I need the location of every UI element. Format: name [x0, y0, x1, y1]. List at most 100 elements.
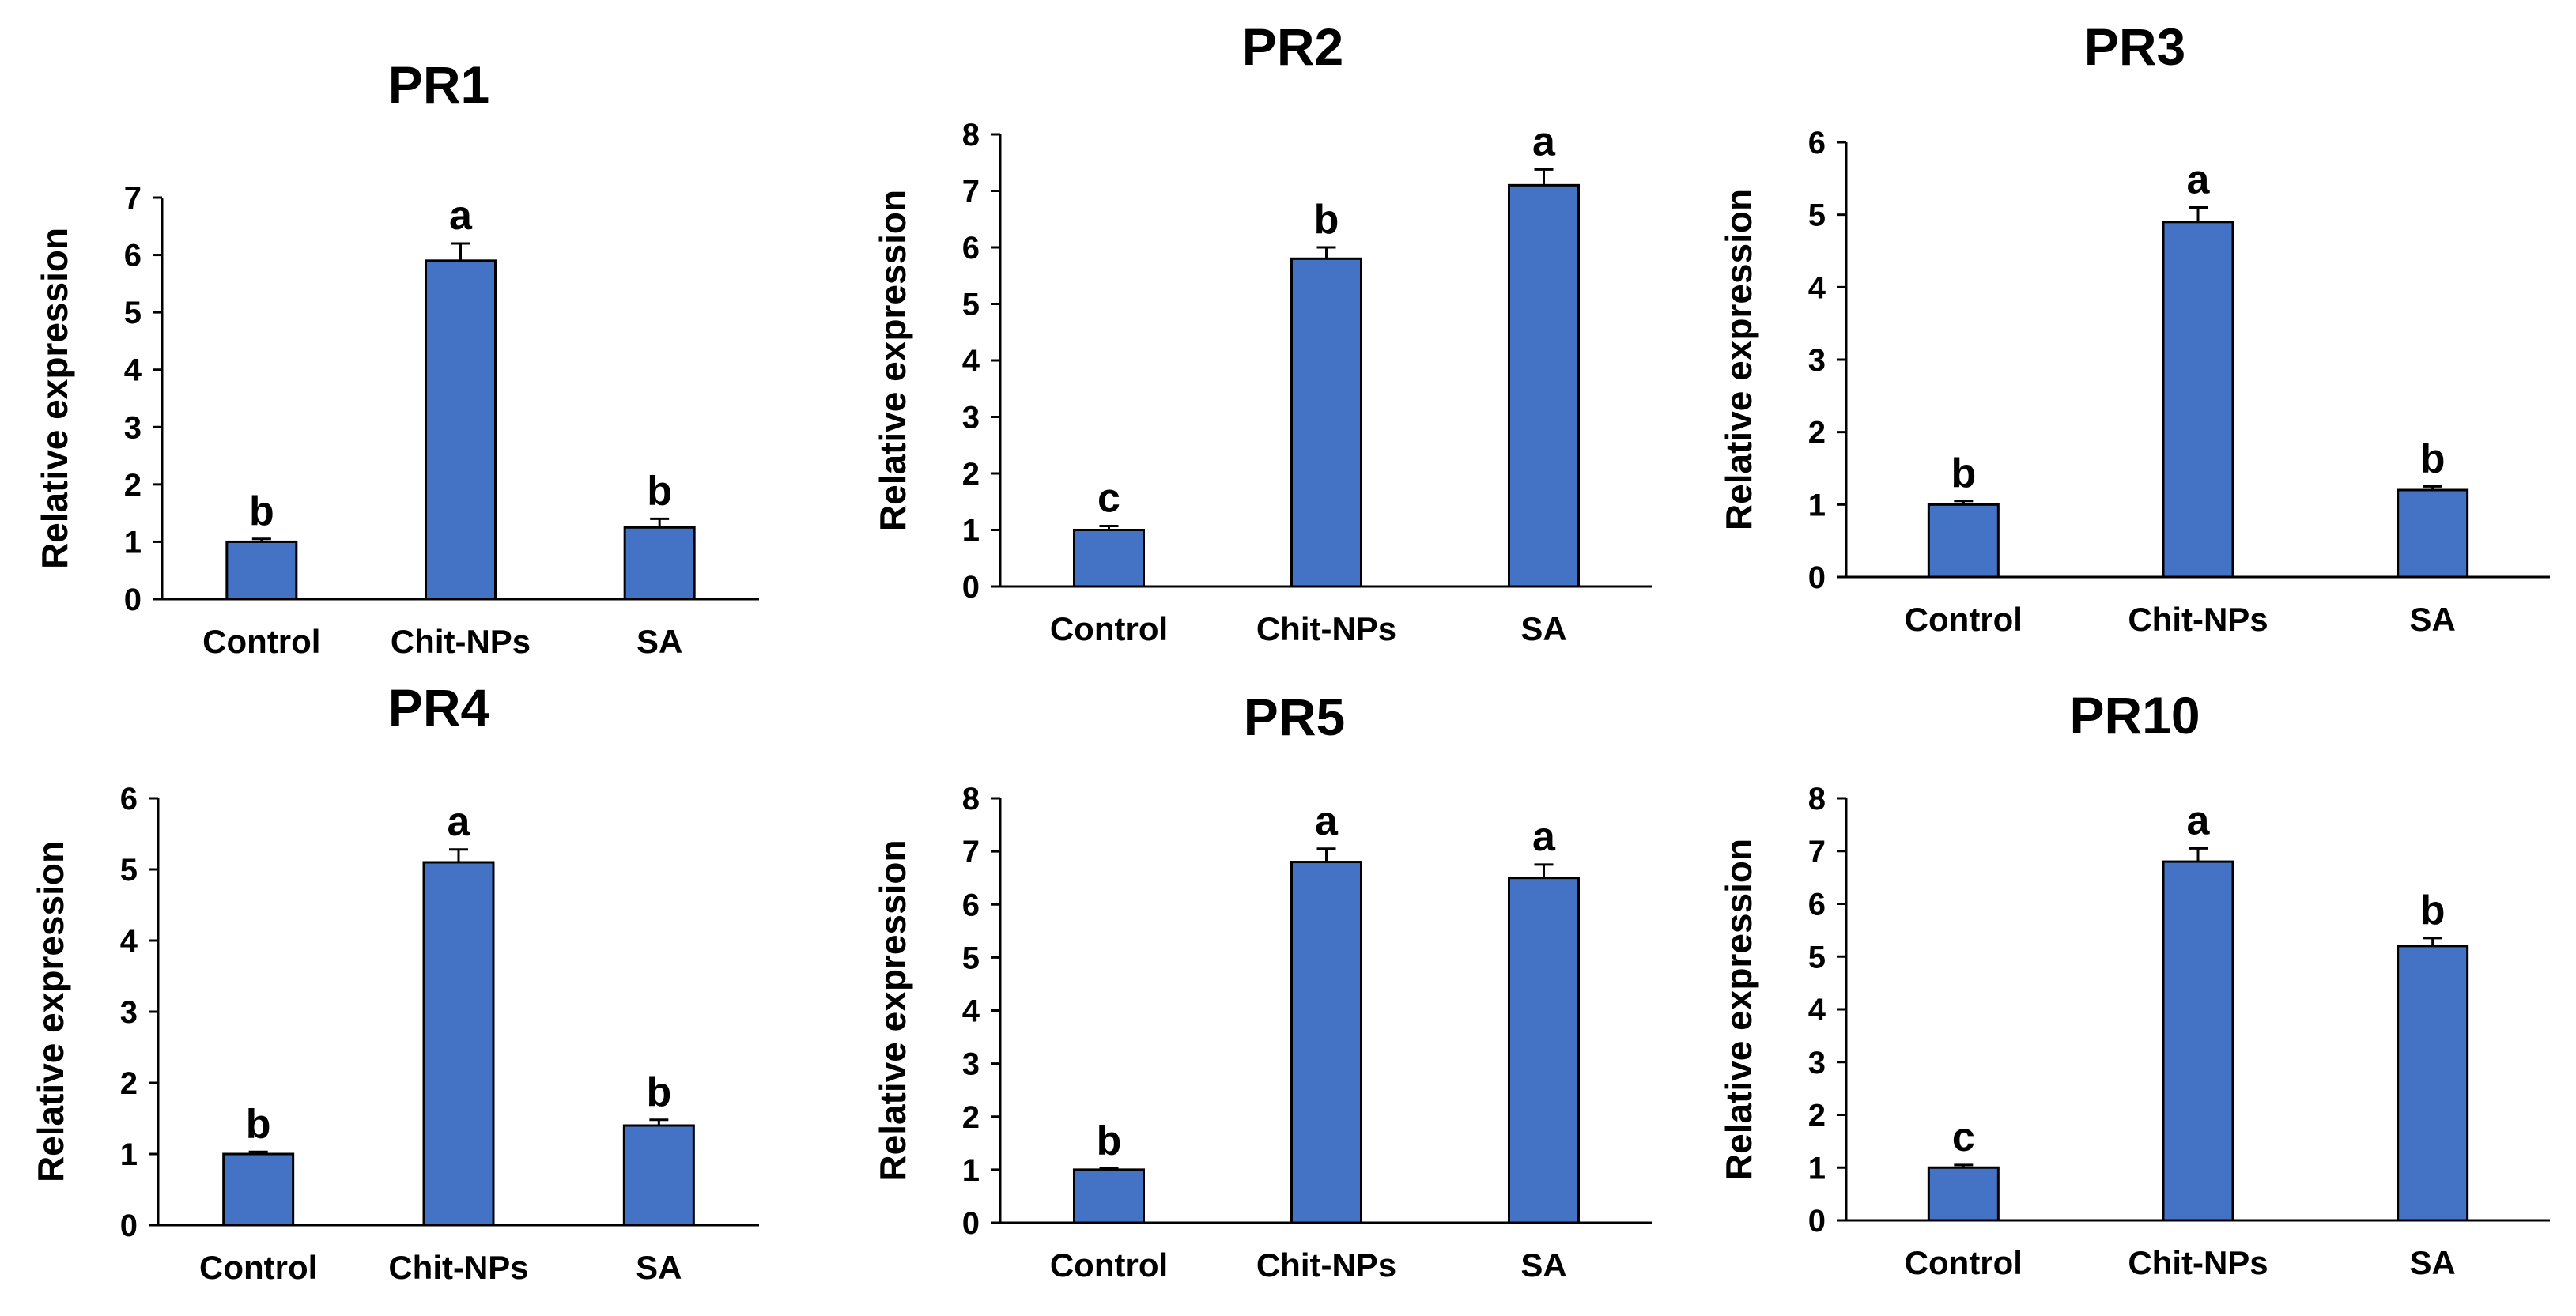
bar-chit-nps: [1290, 861, 1362, 1224]
chart-panel-pr4: PR4 Relative expression 0 1 2 3 4 5 6 b Control a Ch…: [30, 678, 759, 1286]
bar-sa: [2397, 488, 2469, 579]
y-tick-label: 2: [1808, 416, 1826, 451]
x-category-label: SA: [1520, 1246, 1566, 1284]
y-tick-label: 4: [1808, 270, 1826, 305]
bar-control: [225, 540, 298, 601]
chart-title: PR5: [1244, 688, 1345, 746]
significance-label: a: [1532, 119, 1556, 164]
y-axis-label: Relative expression: [1718, 839, 1759, 1180]
x-category-label: Chit-NPs: [1256, 610, 1396, 647]
bar-sa: [623, 526, 696, 601]
x-category-label: Control: [1905, 1244, 2023, 1281]
y-tick-label: 3: [962, 401, 980, 436]
y-axis-label: Relative expression: [1718, 189, 1759, 530]
chart-title: PR10: [2069, 686, 2200, 745]
y-tick-label: 5: [1808, 940, 1826, 975]
significance-label: a: [448, 799, 471, 845]
y-tick-label: 4: [120, 924, 138, 959]
bar-control: [1073, 1168, 1145, 1224]
bar-chit-nps: [2162, 860, 2234, 1222]
x-category-label: SA: [2409, 601, 2455, 638]
bar-control: [222, 1152, 295, 1227]
chart-title: PR3: [2084, 17, 2185, 76]
significance-label: a: [1315, 798, 1339, 844]
y-tick-label: 7: [1808, 835, 1826, 869]
y-tick-label: 2: [120, 1066, 138, 1101]
chart-title: PR1: [388, 55, 489, 114]
y-tick-label: 2: [124, 468, 142, 503]
bar-sa: [2397, 945, 2469, 1222]
y-axis-label: Relative expression: [34, 228, 75, 569]
y-tick-label: 6: [962, 888, 980, 922]
y-tick-label: 5: [1808, 198, 1826, 233]
y-tick-label: 5: [962, 941, 980, 975]
significance-label: b: [2420, 436, 2446, 481]
y-tick-label: 1: [1808, 488, 1826, 522]
x-category-label: Control: [1050, 610, 1168, 647]
y-axis-label: Relative expression: [872, 839, 913, 1181]
y-tick-label: 1: [962, 1153, 980, 1188]
y-tick-label: 1: [962, 514, 980, 549]
x-category-label: SA: [2409, 1244, 2455, 1281]
significance-label: b: [646, 1069, 671, 1115]
y-tick-label: 1: [1808, 1151, 1826, 1186]
significance-label: b: [647, 468, 672, 514]
y-tick-label: 0: [1808, 1204, 1826, 1239]
x-category-label: SA: [636, 1249, 682, 1286]
y-tick-label: 5: [124, 296, 142, 330]
chart-panel-pr10: PR10 Relative expression 0 1 2 3 4 5 6 7 8 c Control…: [1718, 686, 2550, 1281]
x-category-label: Control: [1905, 601, 2023, 638]
bar-sa: [1508, 183, 1580, 588]
y-tick-label: 0: [124, 583, 142, 617]
significance-label: c: [1097, 475, 1120, 521]
significance-label: b: [249, 488, 274, 534]
chart-title: PR4: [388, 678, 490, 737]
y-tick-label: 8: [1808, 782, 1826, 816]
chart-panel-pr3: PR3 Relative expression 0 1 2 3 4 5 6 b Control a Ch…: [1718, 17, 2550, 638]
y-tick-label: 1: [124, 525, 142, 560]
x-category-label: SA: [636, 623, 682, 660]
y-tick-label: 7: [124, 181, 142, 216]
significance-label: b: [1097, 1118, 1122, 1164]
y-tick-label: 7: [962, 835, 980, 869]
y-tick-label: 0: [120, 1209, 138, 1243]
y-tick-label: 3: [1808, 343, 1826, 378]
y-tick-label: 2: [962, 457, 980, 492]
bar-sa: [622, 1124, 695, 1227]
significance-label: a: [2187, 157, 2211, 203]
y-tick-label: 6: [124, 239, 142, 273]
x-category-label: Control: [199, 1249, 317, 1286]
significance-label: a: [449, 193, 473, 239]
significance-label: c: [1952, 1114, 1975, 1160]
y-tick-label: 6: [120, 782, 138, 816]
y-tick-label: 3: [962, 1047, 980, 1082]
y-tick-label: 6: [1808, 888, 1826, 922]
y-tick-label: 2: [962, 1100, 980, 1135]
y-tick-label: 6: [1808, 126, 1826, 160]
x-category-label: Control: [202, 623, 320, 660]
y-tick-label: 3: [120, 995, 138, 1030]
y-tick-label: 8: [962, 782, 980, 816]
chart-panel-pr2: PR2 Relative expression 0 1 2 3 4 5 6 7 8 c Control b…: [872, 17, 1652, 647]
x-category-label: Chit-NPs: [1256, 1246, 1396, 1284]
significance-label: a: [2187, 798, 2211, 843]
y-tick-label: 8: [962, 118, 980, 153]
y-tick-label: 0: [962, 570, 980, 605]
y-tick-label: 2: [1808, 1099, 1826, 1133]
y-tick-label: 0: [1808, 560, 1826, 595]
bar-control: [1927, 503, 2000, 579]
y-tick-label: 4: [962, 344, 980, 379]
y-tick-label: 4: [962, 994, 980, 1029]
y-tick-label: 4: [1808, 993, 1826, 1028]
chart-panel-pr1: PR1 Relative expression 0 1 2 3 4 5 6 7 b Control a C…: [34, 55, 759, 660]
y-tick-label: 3: [1808, 1046, 1826, 1080]
y-tick-label: 1: [120, 1137, 138, 1172]
y-tick-label: 5: [120, 853, 138, 888]
bar-chit-nps: [2162, 221, 2234, 579]
bar-control: [1927, 1166, 2000, 1222]
chart-title: PR2: [1242, 17, 1343, 76]
x-category-label: Chit-NPs: [2128, 601, 2268, 638]
bar-chit-nps: [422, 861, 495, 1227]
y-axis-label: Relative expression: [872, 190, 913, 531]
